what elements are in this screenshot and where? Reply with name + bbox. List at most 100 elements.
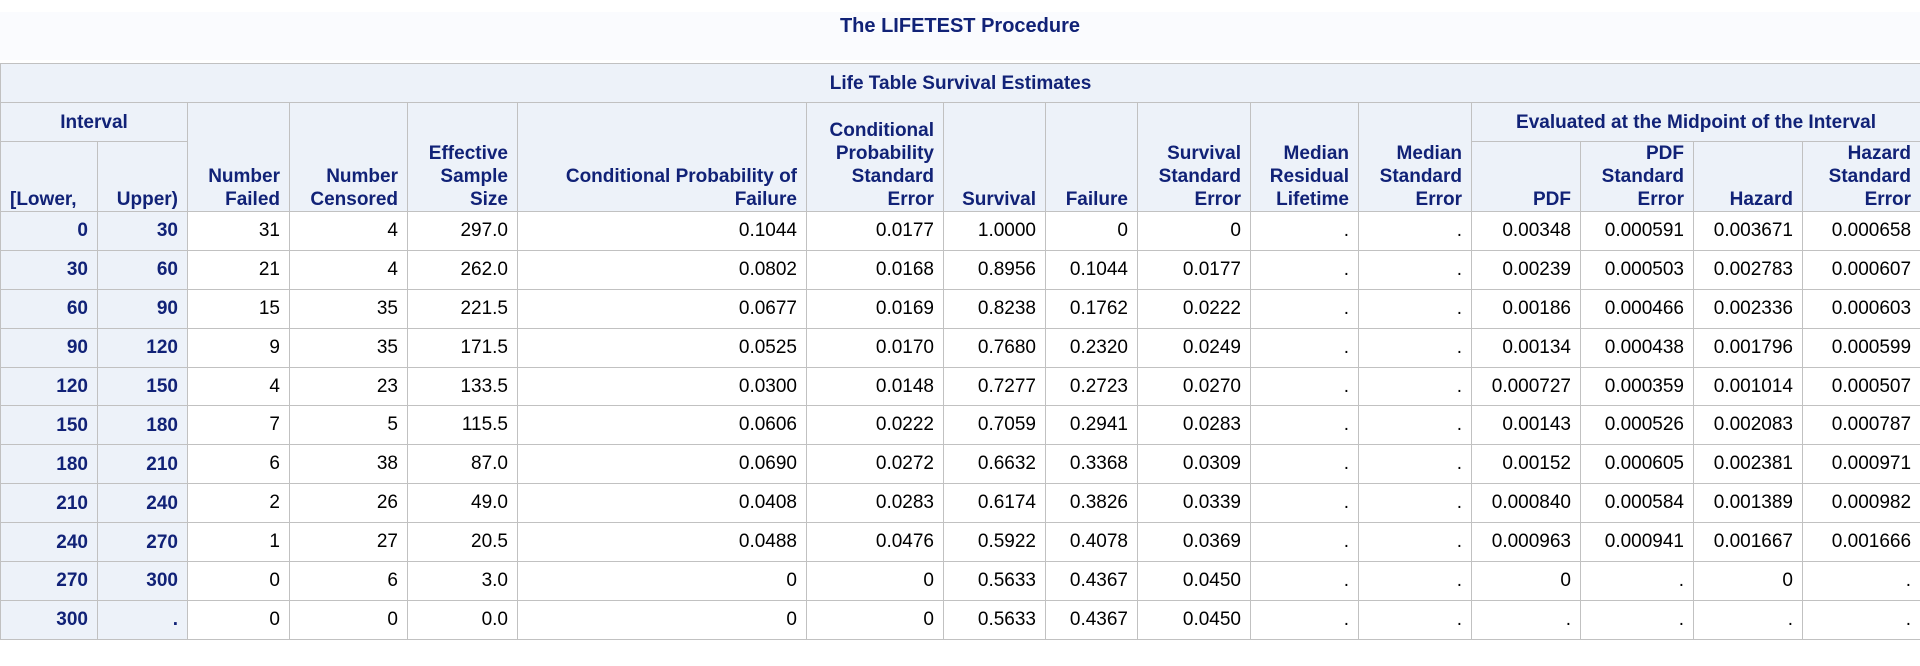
col-header-median-residual-lifetime: Median Residual Lifetime	[1250, 102, 1359, 212]
cell-survival: 0.7059	[943, 405, 1046, 446]
cell-hazard-se: 0.000599	[1801, 327, 1920, 368]
cell-censored: 35	[289, 327, 408, 368]
cell-median-se: .	[1358, 444, 1472, 485]
cell-median-residual: .	[1250, 288, 1359, 329]
table-row: 240 270 1 27 20.5 0.0488 0.0476 0.5922 0.4078 0.0…	[0, 522, 1920, 563]
cell-cond-prob-se: 0.0177	[806, 211, 944, 251]
header-line: Conditional Probability of	[565, 166, 797, 187]
cell-effective: 0.0	[407, 599, 518, 640]
cell-survival-se: 0.0450	[1137, 561, 1251, 601]
table-row: 180 210 6 38 87.0 0.0690 0.0272 0.6632 0.3368 0.0…	[0, 444, 1920, 485]
cell-censored: 35	[289, 288, 408, 329]
header-line: Median	[1396, 143, 1462, 164]
row-header-lower: 30	[0, 249, 98, 290]
cell-failure: 0.2320	[1045, 327, 1138, 368]
table-row: 90 120 9 35 171.5 0.0525 0.0170 0.7680 0.2320 0.0…	[0, 327, 1920, 368]
header-line: Standard	[1379, 166, 1462, 187]
cell-survival: 0.7680	[943, 327, 1046, 368]
cell-cond-prob-se: 0.0170	[806, 327, 944, 368]
cell-survival-se: 0	[1137, 211, 1251, 251]
col-header-survival-se: Survival Standard Error	[1137, 102, 1251, 212]
cell-failed: 1	[187, 522, 290, 563]
cell-median-se: .	[1358, 366, 1472, 407]
cell-survival-se: 0.0270	[1137, 366, 1251, 407]
cell-failed: 7	[187, 405, 290, 446]
cell-hazard-se: 0.001666	[1801, 522, 1920, 563]
cell-effective: 20.5	[407, 522, 518, 563]
cell-failure: 0.4367	[1045, 599, 1138, 640]
cell-cond-prob-se: 0	[806, 561, 944, 601]
cell-censored: 38	[289, 444, 408, 485]
cell-median-se: .	[1358, 522, 1472, 563]
cell-failed: 0	[187, 561, 290, 601]
cell-failure: 0.2723	[1045, 366, 1138, 407]
cell-failed: 15	[187, 288, 290, 329]
cell-failed: 4	[187, 366, 290, 407]
cell-failure: 0.1044	[1045, 249, 1138, 290]
cell-censored: 26	[289, 483, 408, 524]
cell-pdf: 0.00134	[1471, 327, 1581, 368]
cell-survival: 1.0000	[943, 211, 1046, 251]
cell-cond-prob: 0.0677	[517, 288, 807, 329]
row-header-upper: 150	[97, 366, 188, 407]
cell-median-se: .	[1358, 288, 1472, 329]
cell-cond-prob-se: 0.0168	[806, 249, 944, 290]
cell-hazard: 0.002083	[1693, 405, 1803, 446]
row-header-lower: 0	[0, 211, 98, 251]
header-line: Median	[1283, 143, 1349, 164]
cell-failed: 2	[187, 483, 290, 524]
procedure-title: The LIFETEST Procedure	[839, 15, 1081, 37]
row-header-upper: 120	[97, 327, 188, 368]
cell-survival: 0.7277	[943, 366, 1046, 407]
cell-pdf: 0.00348	[1471, 211, 1581, 251]
cell-median-residual: .	[1250, 327, 1359, 368]
cell-median-residual: .	[1250, 483, 1359, 524]
cell-failed: 31	[187, 211, 290, 251]
header-line: Censored	[310, 189, 398, 210]
row-header-upper: 300	[97, 561, 188, 601]
cell-hazard-se: 0.000658	[1801, 211, 1920, 251]
cell-hazard: 0	[1693, 561, 1803, 601]
cell-failure: 0.3826	[1045, 483, 1138, 524]
cell-survival: 0.6632	[943, 444, 1046, 485]
header-line: Lifetime	[1276, 189, 1349, 210]
cell-hazard: 0.001667	[1693, 522, 1803, 563]
cell-cond-prob-se: 0.0272	[806, 444, 944, 485]
cell-survival: 0.6174	[943, 483, 1046, 524]
cell-failed: 9	[187, 327, 290, 368]
cell-cond-prob: 0.0802	[517, 249, 807, 290]
cell-survival-se: 0.0249	[1137, 327, 1251, 368]
header-line: Error	[1864, 189, 1912, 210]
col-header-conditional-probability: Conditional Probability of Failure	[517, 102, 807, 212]
cell-cond-prob-se: 0.0169	[806, 288, 944, 329]
cell-pdf-se: 0.000526	[1580, 405, 1694, 446]
row-header-lower: 270	[0, 561, 98, 601]
cell-median-residual: .	[1250, 444, 1359, 485]
cell-failure: 0.3368	[1045, 444, 1138, 485]
cell-effective: 3.0	[407, 561, 518, 601]
cell-censored: 6	[289, 561, 408, 601]
cell-hazard-se: 0.000607	[1801, 249, 1920, 290]
cell-median-se: .	[1358, 249, 1472, 290]
header-line: Failed	[225, 189, 280, 210]
row-header-upper: 60	[97, 249, 188, 290]
cell-censored: 27	[289, 522, 408, 563]
cell-pdf-se: 0.000466	[1580, 288, 1694, 329]
header-line: Standard	[851, 166, 934, 187]
cell-censored: 23	[289, 366, 408, 407]
cell-median-se: .	[1358, 405, 1472, 446]
cell-cond-prob: 0.0408	[517, 483, 807, 524]
cell-effective: 87.0	[407, 444, 518, 485]
cell-pdf-se: 0.000503	[1580, 249, 1694, 290]
cell-censored: 4	[289, 211, 408, 251]
header-line: Hazard	[1847, 143, 1912, 164]
cell-pdf-se: .	[1580, 599, 1694, 640]
cell-effective: 221.5	[407, 288, 518, 329]
header-line: Error	[1194, 189, 1241, 210]
table-row: 210 240 2 26 49.0 0.0408 0.0283 0.6174 0.3826 0.0…	[0, 483, 1920, 524]
table-row: 120 150 4 23 133.5 0.0300 0.0148 0.7277 0.2723 0.…	[0, 366, 1920, 407]
cell-hazard: 0.001796	[1693, 327, 1803, 368]
cell-failure: 0	[1045, 211, 1138, 251]
cell-median-se: .	[1358, 483, 1472, 524]
row-header-upper: .	[97, 599, 188, 640]
